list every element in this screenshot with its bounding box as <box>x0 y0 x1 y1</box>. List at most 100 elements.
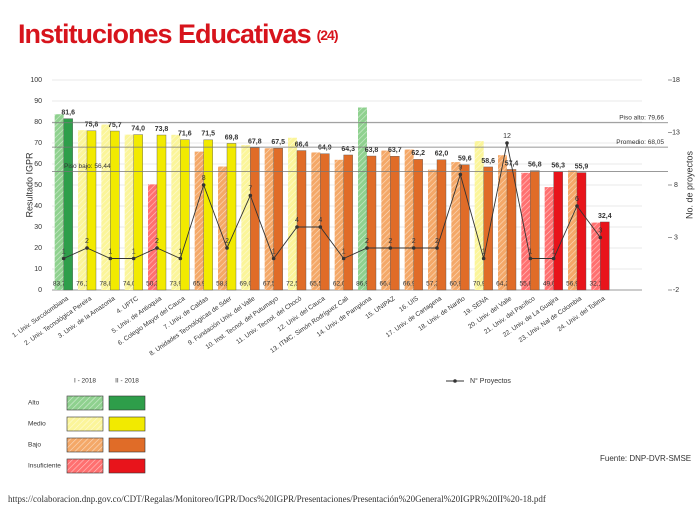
bar <box>124 134 134 290</box>
legend-level: Alto <box>28 400 40 407</box>
point-label: 1 <box>178 248 182 255</box>
bar-value-label: 32,4 <box>598 213 612 220</box>
bar-value-label: 62,0 <box>435 151 449 158</box>
point-label: 1 <box>62 248 66 255</box>
line-point <box>341 256 346 261</box>
bar-value-label: 62,0 <box>333 281 346 288</box>
legend-swatch <box>66 437 104 453</box>
legend-level: Bajo <box>28 442 41 449</box>
point-label: 8 <box>202 175 206 182</box>
line-point <box>248 193 253 198</box>
y-tick-label: 90 <box>34 98 42 105</box>
bar-value-label: 55,9 <box>575 163 589 170</box>
y-tick-label: 60 <box>34 161 42 168</box>
bar-value-label: 83,7 <box>53 281 66 288</box>
bar-value-label: 67,5 <box>271 139 285 146</box>
line-point <box>481 256 486 261</box>
bar-value-label: 74,0 <box>123 281 136 288</box>
bar <box>381 150 391 290</box>
bar <box>171 134 181 290</box>
bar <box>436 159 447 291</box>
point-label: 1 <box>552 248 556 255</box>
footer-url: https://colaboracion.dnp.gov.co/CDT/Rega… <box>8 494 546 504</box>
bar <box>576 172 587 291</box>
point-label: 9 <box>458 164 462 171</box>
bar <box>390 156 400 291</box>
bar <box>553 171 563 291</box>
legend-swatch <box>66 395 104 411</box>
chart-title: Instituciones Educativas (24) <box>18 19 338 49</box>
bar <box>180 139 190 291</box>
line-point <box>365 246 369 250</box>
bar-value-label: 58,6 <box>481 158 495 165</box>
bar <box>428 169 437 290</box>
line-point <box>598 235 603 240</box>
point-label: 1 <box>272 248 276 255</box>
bar-value-label: 63,8 <box>365 147 379 154</box>
bar-value-label: 73,9 <box>170 281 183 288</box>
line-point <box>551 256 556 261</box>
y2-tick-label: -2 <box>673 287 679 294</box>
bar-value-label: 60,9 <box>450 281 463 288</box>
bar <box>460 164 470 291</box>
bar <box>320 153 330 291</box>
line-point <box>85 246 89 250</box>
point-label: 1 <box>482 248 486 255</box>
point-label: 12 <box>503 133 511 140</box>
bar-value-label: 66,4 <box>295 141 309 148</box>
y-tick-label: 30 <box>34 224 42 231</box>
bar-value-label: 67,5 <box>263 281 276 288</box>
bar <box>101 124 111 291</box>
bar-value-label: 65,9 <box>193 281 206 288</box>
bar-value-label: 56,3 <box>551 163 565 170</box>
bar <box>264 148 274 290</box>
bar-value-label: 58,8 <box>216 281 229 288</box>
bar <box>226 143 237 291</box>
y-axis-title: Resultado IGPR <box>24 152 34 218</box>
bar <box>404 149 414 290</box>
bar <box>273 148 283 291</box>
title-suffix: (24) <box>317 27 338 43</box>
point-label: 2 <box>225 238 229 245</box>
line-point <box>225 246 229 250</box>
bar <box>54 114 64 290</box>
bar-value-label: 78,8 <box>100 281 113 288</box>
bar-value-label: 75,8 <box>85 122 99 129</box>
y-tick-label: 20 <box>34 245 42 252</box>
bar <box>358 107 367 290</box>
x-tick-label: 8. Unidades Tecnológicas de Sder <box>148 295 233 358</box>
bar <box>366 155 377 291</box>
reference-label: Piso bajo: 56,44 <box>64 163 111 170</box>
bar-value-label: 69,0 <box>240 281 253 288</box>
y2-axis-title: No. de proyectos <box>684 150 694 219</box>
bar <box>591 222 601 290</box>
bar <box>506 169 517 291</box>
bar <box>311 152 321 290</box>
bar <box>530 170 540 291</box>
line-series <box>63 142 601 260</box>
bar-value-label: 55,8 <box>520 281 533 288</box>
bar <box>521 172 531 290</box>
bar <box>194 151 204 290</box>
bar <box>334 159 344 290</box>
point-label: 2 <box>412 238 416 245</box>
bar-value-label: 71,5 <box>201 131 215 138</box>
y2-tick-label: 3 <box>674 234 678 241</box>
point-label: 1 <box>132 248 136 255</box>
y-tick-label: 0 <box>38 287 42 294</box>
legend-header: I - 2018 <box>74 378 96 385</box>
bar <box>483 166 493 291</box>
legend-header: II - 2018 <box>115 378 139 385</box>
bar-value-label: 59,6 <box>458 156 472 163</box>
line-point <box>271 256 276 261</box>
bar <box>218 166 227 290</box>
bar <box>568 170 577 290</box>
bar-value-label: 71,6 <box>178 130 192 137</box>
legend-dot <box>453 379 457 383</box>
point-label: 2 <box>388 238 392 245</box>
legend-level: Medio <box>28 421 46 428</box>
bar-value-label: 64,2 <box>496 281 509 288</box>
bar <box>288 137 297 290</box>
y2-tick-label: 13 <box>672 129 680 136</box>
